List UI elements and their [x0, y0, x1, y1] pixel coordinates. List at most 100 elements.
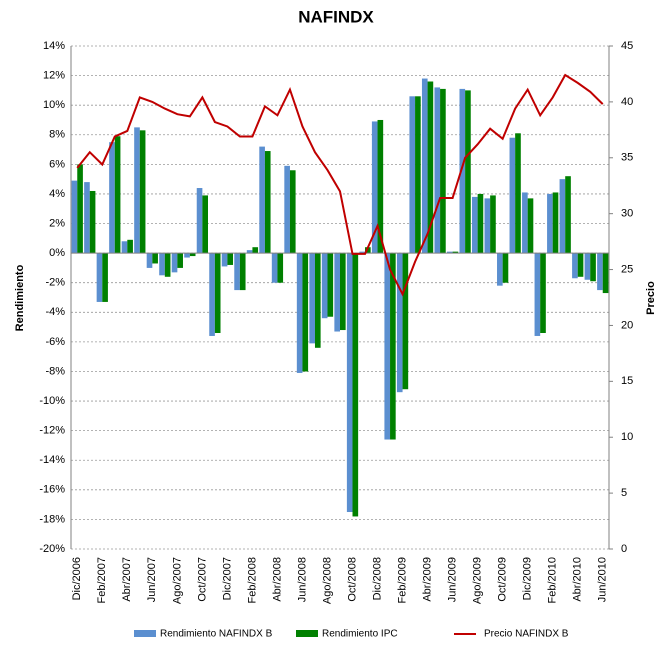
- bar: [340, 253, 346, 331]
- bar: [102, 253, 108, 302]
- bar: [572, 253, 578, 279]
- x-tick-label: Ago/2008: [321, 557, 333, 604]
- bar: [452, 251, 459, 254]
- bar: [396, 253, 403, 393]
- bar: [565, 176, 571, 254]
- bar: [471, 196, 478, 254]
- y2-tick-label: 5: [621, 487, 627, 499]
- bar: [346, 253, 353, 513]
- y-tick-label: -20%: [39, 543, 65, 555]
- bar: [540, 253, 546, 334]
- bar: [214, 253, 221, 334]
- bar: [146, 253, 153, 268]
- y-tick-label: 8%: [49, 129, 65, 141]
- chart-title: NAFINDX: [298, 7, 374, 26]
- x-tick-label: Feb/2007: [96, 557, 108, 603]
- bar: [289, 170, 296, 254]
- bar: [409, 96, 416, 254]
- y-tick-label: 0%: [49, 247, 65, 259]
- bar: [384, 253, 391, 440]
- bar: [84, 182, 90, 254]
- x-tick-label: Feb/2010: [547, 557, 559, 603]
- y-tick-label: 10%: [43, 99, 65, 111]
- y2-tick-label: 25: [621, 263, 633, 275]
- x-tick-label: Abr/2007: [121, 557, 133, 602]
- y2-tick-label: 45: [621, 40, 633, 52]
- x-tick-label: Abr/2008: [271, 557, 283, 602]
- bar: [184, 253, 190, 258]
- bar: [602, 253, 609, 294]
- bar: [509, 137, 516, 254]
- bar: [271, 253, 278, 283]
- y2-tick-label: 15: [621, 375, 633, 387]
- y-tick-label: -14%: [39, 454, 65, 466]
- x-tick-label: Jun/2008: [296, 557, 308, 602]
- legend-label: Precio NAFINDX B: [484, 629, 569, 640]
- x-tick-label: Feb/2009: [396, 557, 408, 603]
- bar: [164, 253, 171, 277]
- bar: [302, 253, 309, 372]
- legend-marker: [134, 630, 156, 637]
- x-tick-label: Feb/2008: [246, 557, 258, 603]
- bar: [577, 253, 584, 277]
- bar: [259, 146, 265, 254]
- y-tick-label: -8%: [45, 365, 65, 377]
- bar: [390, 253, 396, 440]
- bar: [202, 195, 209, 254]
- y-tick-label: 2%: [49, 217, 65, 229]
- bar: [252, 247, 259, 254]
- line: [76, 73, 604, 297]
- bar: [446, 251, 453, 254]
- bar: [71, 180, 78, 254]
- x-tick-label: Dic/2009: [522, 557, 534, 600]
- legend-marker: [296, 630, 318, 637]
- x-tick-label: Dic/2007: [221, 557, 233, 600]
- x-tick-label: Abr/2010: [572, 557, 584, 602]
- x-tick-label: Jun/2007: [146, 557, 158, 602]
- legend-label: Rendimiento IPC: [322, 629, 398, 640]
- bar: [239, 253, 246, 291]
- bar: [234, 253, 240, 291]
- bar: [246, 250, 253, 254]
- bar: [522, 192, 528, 254]
- y-tick-label: -6%: [45, 336, 65, 348]
- bar: [434, 87, 441, 254]
- bar: [134, 127, 140, 254]
- bar: [597, 253, 603, 291]
- bar: [127, 239, 133, 254]
- bar: [321, 253, 328, 319]
- bar: [196, 188, 203, 254]
- bar: [89, 190, 96, 254]
- x-tick-label: Abr/2009: [421, 557, 433, 602]
- y2-tick-label: 20: [621, 319, 633, 331]
- x-tick-label: Dic/2006: [71, 557, 83, 600]
- bar: [527, 198, 534, 254]
- x-tick-label: Jun/2010: [597, 557, 609, 602]
- y-tick-label: -12%: [39, 425, 65, 437]
- bar: [534, 253, 541, 336]
- bar: [77, 164, 83, 254]
- bar: [547, 193, 553, 254]
- bar: [502, 253, 509, 283]
- bar: [365, 247, 371, 254]
- x-tick-label: Ago/2009: [472, 557, 484, 604]
- bar: [440, 88, 446, 254]
- bar: [209, 253, 215, 336]
- bar: [159, 253, 165, 276]
- bar: [465, 90, 471, 254]
- bar: [284, 165, 290, 254]
- bar: [96, 253, 103, 302]
- y2-tick-label: 40: [621, 96, 633, 108]
- x-tick-label: Ago/2007: [171, 557, 183, 604]
- y2-tick-label: 35: [621, 152, 633, 164]
- legend-label: Rendimiento NAFINDX B: [160, 629, 273, 640]
- y-tick-label: 4%: [49, 188, 65, 200]
- bar: [152, 253, 158, 264]
- x-tick-label: Oct/2007: [196, 557, 208, 602]
- bar: [497, 253, 503, 286]
- y-axis-title: Rendimiento: [14, 264, 26, 331]
- bar: [114, 136, 121, 254]
- y-tick-label: -10%: [39, 395, 65, 407]
